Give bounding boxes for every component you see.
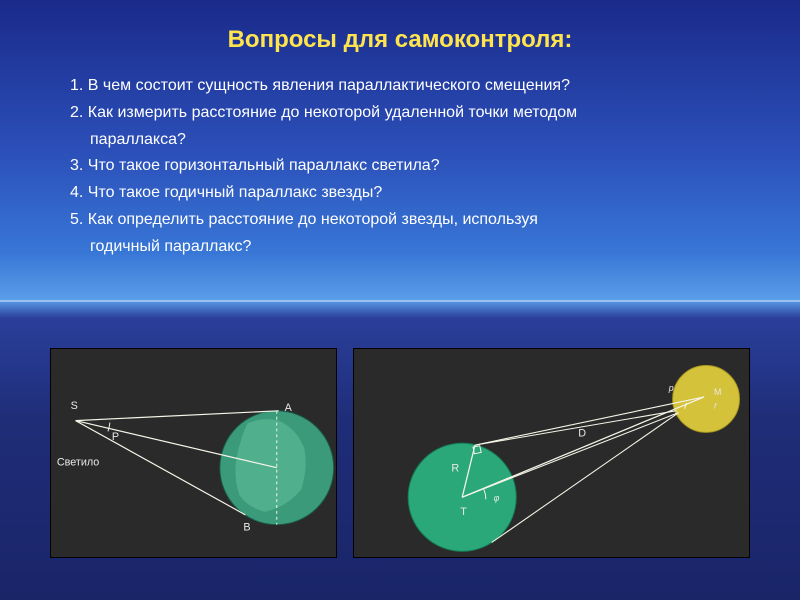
label-p: P <box>112 431 119 443</box>
question-5-line2: годичный параллакс? <box>70 235 760 260</box>
label-b: B <box>243 522 250 534</box>
sun-body <box>672 365 739 432</box>
label-a: A <box>285 402 293 414</box>
angle-p-arc <box>108 423 110 432</box>
label-d: D <box>578 427 586 439</box>
question-5-line1: 5. Как определить расстояние до некоторо… <box>70 208 760 233</box>
figure-horizontal-parallax: S P A B Светило <box>50 348 337 558</box>
label-p-angle: p <box>667 383 673 393</box>
question-2-line2: параллакса? <box>70 128 760 153</box>
page-title: Вопросы для самоконтроля: <box>0 0 800 74</box>
line-d <box>462 397 704 497</box>
figures-row: S P A B Светило D R T M p r φ <box>50 348 750 558</box>
label-r: R <box>451 463 459 475</box>
figure-parallax-distance: D R T M p r φ <box>353 348 750 558</box>
ray-top-a <box>475 397 704 445</box>
label-s: S <box>71 400 78 412</box>
question-list: 1. В чем состоит сущность явления паралл… <box>0 74 800 260</box>
question-4: 4. Что такое годичный параллакс звезды? <box>70 181 760 206</box>
label-svetilo: Светило <box>57 457 99 469</box>
label-phi: φ <box>493 493 499 503</box>
question-3: 3. Что такое горизонтальный параллакс св… <box>70 154 760 179</box>
ray-top-b <box>475 411 677 445</box>
horizon-line <box>0 300 800 302</box>
question-2-line1: 2. Как измерить расстояние до некоторой … <box>70 101 760 126</box>
question-1: 1. В чем состоит сущность явления паралл… <box>70 74 760 99</box>
label-m: M <box>714 387 721 397</box>
label-t: T <box>460 506 467 518</box>
